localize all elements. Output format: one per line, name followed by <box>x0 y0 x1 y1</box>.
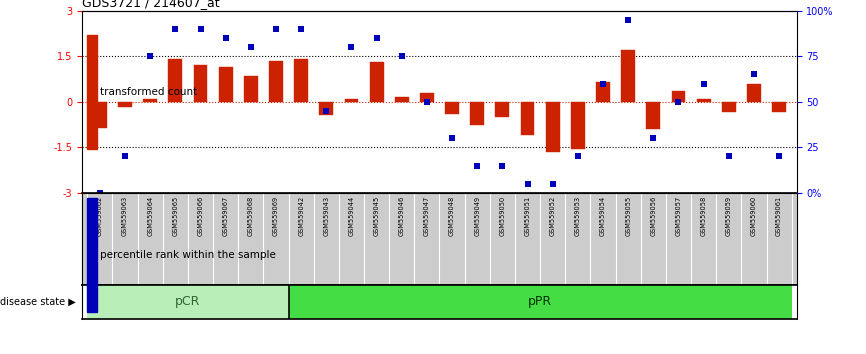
Bar <box>470 102 484 125</box>
Text: GSM559061: GSM559061 <box>776 196 782 236</box>
Text: GSM559065: GSM559065 <box>172 196 178 236</box>
Text: GSM559048: GSM559048 <box>449 196 455 236</box>
Point <box>244 44 258 50</box>
Point <box>520 181 534 187</box>
Bar <box>520 102 534 135</box>
Point <box>546 181 559 187</box>
Bar <box>571 102 585 149</box>
Text: GSM559064: GSM559064 <box>147 196 153 236</box>
Bar <box>244 76 258 102</box>
Text: GDS3721 / 214607_at: GDS3721 / 214607_at <box>82 0 220 10</box>
Point <box>370 35 384 41</box>
Point <box>93 190 107 196</box>
Point <box>294 26 308 32</box>
Text: GSM559053: GSM559053 <box>575 196 581 236</box>
Bar <box>294 59 308 102</box>
Point <box>420 99 434 105</box>
Point <box>445 136 459 141</box>
Text: GSM559046: GSM559046 <box>398 196 404 236</box>
Bar <box>596 82 610 102</box>
Point <box>269 26 283 32</box>
Text: GSM559057: GSM559057 <box>675 196 682 236</box>
Point <box>697 81 711 86</box>
Text: GSM559063: GSM559063 <box>122 196 128 236</box>
Text: GSM559068: GSM559068 <box>248 196 254 236</box>
Point <box>495 163 509 169</box>
Bar <box>621 50 635 102</box>
Text: GSM559062: GSM559062 <box>97 196 103 236</box>
Point <box>219 35 233 41</box>
Text: GSM559049: GSM559049 <box>475 196 481 236</box>
Point <box>621 17 635 23</box>
Text: GSM559045: GSM559045 <box>373 196 379 236</box>
Bar <box>269 61 283 102</box>
Text: GSM559066: GSM559066 <box>197 196 204 236</box>
Point <box>646 136 660 141</box>
Point <box>671 99 685 105</box>
Point <box>395 53 409 59</box>
Point <box>596 81 610 86</box>
Bar <box>168 59 182 102</box>
Text: GSM559055: GSM559055 <box>625 196 631 236</box>
Bar <box>722 102 736 113</box>
Text: GSM559058: GSM559058 <box>701 196 707 236</box>
Text: pCR: pCR <box>175 295 201 308</box>
Bar <box>118 102 132 107</box>
Bar <box>495 102 509 117</box>
Text: GSM559069: GSM559069 <box>273 196 279 236</box>
Point <box>168 26 182 32</box>
Bar <box>646 102 660 129</box>
Text: GSM559059: GSM559059 <box>726 196 732 236</box>
Bar <box>772 102 786 113</box>
Text: disease state ▶: disease state ▶ <box>0 297 75 307</box>
Bar <box>420 93 434 102</box>
Bar <box>747 84 761 102</box>
Bar <box>93 102 107 127</box>
Bar <box>370 62 384 102</box>
Text: GSM559056: GSM559056 <box>650 196 656 236</box>
Text: GSM559050: GSM559050 <box>500 196 506 236</box>
Point <box>345 44 359 50</box>
Bar <box>288 285 792 319</box>
Bar <box>87 285 288 319</box>
Point <box>143 53 157 59</box>
Bar <box>87 198 97 312</box>
Bar <box>697 99 711 102</box>
Bar <box>671 91 685 102</box>
Point <box>772 154 786 159</box>
Bar <box>143 99 157 102</box>
Bar <box>345 99 359 102</box>
Text: GSM559042: GSM559042 <box>298 196 304 236</box>
Text: GSM559052: GSM559052 <box>550 196 556 236</box>
Point <box>118 154 132 159</box>
Bar <box>445 102 459 114</box>
Text: GSM559047: GSM559047 <box>424 196 430 236</box>
Point <box>747 72 761 77</box>
Text: percentile rank within the sample: percentile rank within the sample <box>100 250 275 260</box>
Text: GSM559060: GSM559060 <box>751 196 757 236</box>
Text: pPR: pPR <box>528 295 553 308</box>
Point <box>320 108 333 114</box>
Bar <box>87 35 97 149</box>
Bar <box>219 67 233 102</box>
Text: GSM559043: GSM559043 <box>323 196 329 236</box>
Text: GSM559054: GSM559054 <box>600 196 606 236</box>
Text: GSM559067: GSM559067 <box>223 196 229 236</box>
Text: transformed count: transformed count <box>100 87 197 97</box>
Bar <box>194 65 208 102</box>
Point <box>470 163 484 169</box>
Bar <box>320 102 333 115</box>
Bar <box>546 102 559 152</box>
Point <box>194 26 208 32</box>
Bar <box>395 97 409 102</box>
Text: GSM559044: GSM559044 <box>348 196 354 236</box>
Text: GSM559051: GSM559051 <box>525 196 531 236</box>
Point <box>722 154 736 159</box>
Point <box>571 154 585 159</box>
